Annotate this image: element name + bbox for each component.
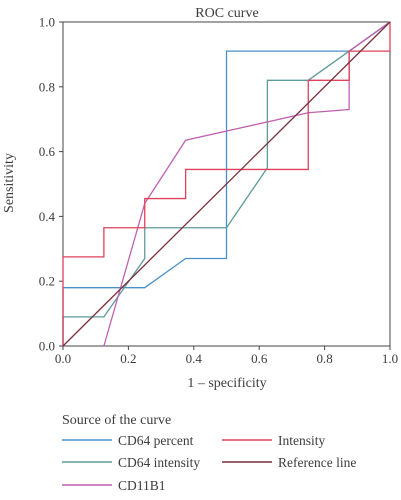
x-tick-label: 0.4 <box>186 351 203 366</box>
series-line-cd64-percent <box>62 21 391 346</box>
x-tick-label: 0.0 <box>55 351 71 366</box>
y-tick-label: 0.0 <box>39 339 55 354</box>
y-axis-title: Sensitivity <box>2 153 17 213</box>
legend-label-reference-line: Reference line <box>278 455 356 470</box>
x-tick-label: 0.8 <box>316 351 332 366</box>
series-line-reference-line <box>62 21 391 347</box>
x-tick-label: 0.2 <box>120 351 136 366</box>
legend-title: Source of the curve <box>62 413 171 428</box>
series-line-cd11b1 <box>103 21 391 347</box>
y-tick-label: 1.0 <box>39 15 55 30</box>
legend-label-cd64-percent: CD64 percent <box>118 433 194 448</box>
series-line-cd64-intensity <box>62 21 391 346</box>
y-tick-label: 0.8 <box>39 79 55 94</box>
legend-label-cd11b1: CD11B1 <box>118 478 166 493</box>
plot-area: 0.0 0.2 0.4 0.6 0.8 1.0 0.0 0.2 0.4 0.6 0.8 1.0 <box>39 15 398 367</box>
legend: CD64 percent CD64 intensity CD11B1 Intensit… <box>62 433 356 493</box>
legend-label-cd64-intensity: CD64 intensity <box>118 455 200 470</box>
x-axis-title: 1 – specificity <box>187 376 266 391</box>
x-tick-label: 1.0 <box>382 351 398 366</box>
plot-frame <box>62 21 391 347</box>
chart-title: ROC curve <box>195 6 258 21</box>
series-line-intensity <box>62 22 391 346</box>
x-tick-label: 0.6 <box>251 351 268 366</box>
y-tick-label: 0.6 <box>39 144 56 159</box>
y-tick-label: 0.2 <box>39 274 55 289</box>
legend-label-intensity: Intensity <box>278 433 325 448</box>
y-tick-label: 0.4 <box>39 209 56 224</box>
